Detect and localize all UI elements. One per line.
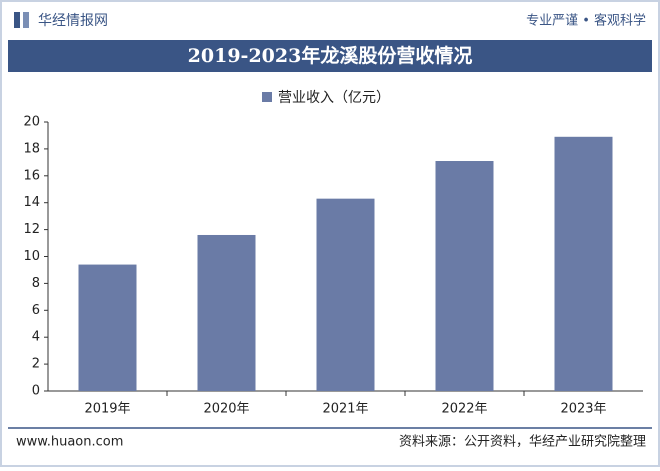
logo xyxy=(23,12,29,28)
x-tick-label: 2020年 xyxy=(203,402,249,417)
y-tick-label: 2 xyxy=(32,357,40,372)
slogan: 专业严谨 • 客观科学 xyxy=(526,13,646,29)
bar xyxy=(554,136,613,391)
y-tick-label: 4 xyxy=(32,330,40,345)
logo xyxy=(14,12,20,28)
x-tick-label: 2019年 xyxy=(84,402,130,417)
x-tick-label: 2021年 xyxy=(322,402,368,417)
y-tick-label: 6 xyxy=(32,303,40,318)
bar xyxy=(78,264,137,391)
x-tick-label: 2022年 xyxy=(441,402,487,417)
bar xyxy=(435,161,494,391)
website: www.huaon.com xyxy=(16,435,123,450)
legend-label: 营业收入（亿元） xyxy=(278,90,390,106)
legend-swatch xyxy=(262,92,272,102)
y-tick-label: 20 xyxy=(23,115,40,130)
brand: 华经情报网 xyxy=(38,13,108,29)
y-tick-label: 18 xyxy=(23,141,40,156)
bar xyxy=(316,198,375,391)
y-tick-label: 8 xyxy=(32,276,40,291)
y-tick-label: 10 xyxy=(23,249,40,264)
y-tick-label: 16 xyxy=(23,168,40,183)
y-tick-label: 12 xyxy=(23,222,40,237)
source: 资料来源：公开资料，华经产业研究院整理 xyxy=(399,435,646,450)
bar xyxy=(197,234,256,391)
title-band xyxy=(8,40,652,72)
y-tick-label: 0 xyxy=(32,384,40,399)
x-tick-label: 2023年 xyxy=(560,402,606,417)
chart-title: 2019-2023年龙溪股份营收情况 xyxy=(188,44,473,67)
y-tick-label: 14 xyxy=(23,195,40,210)
